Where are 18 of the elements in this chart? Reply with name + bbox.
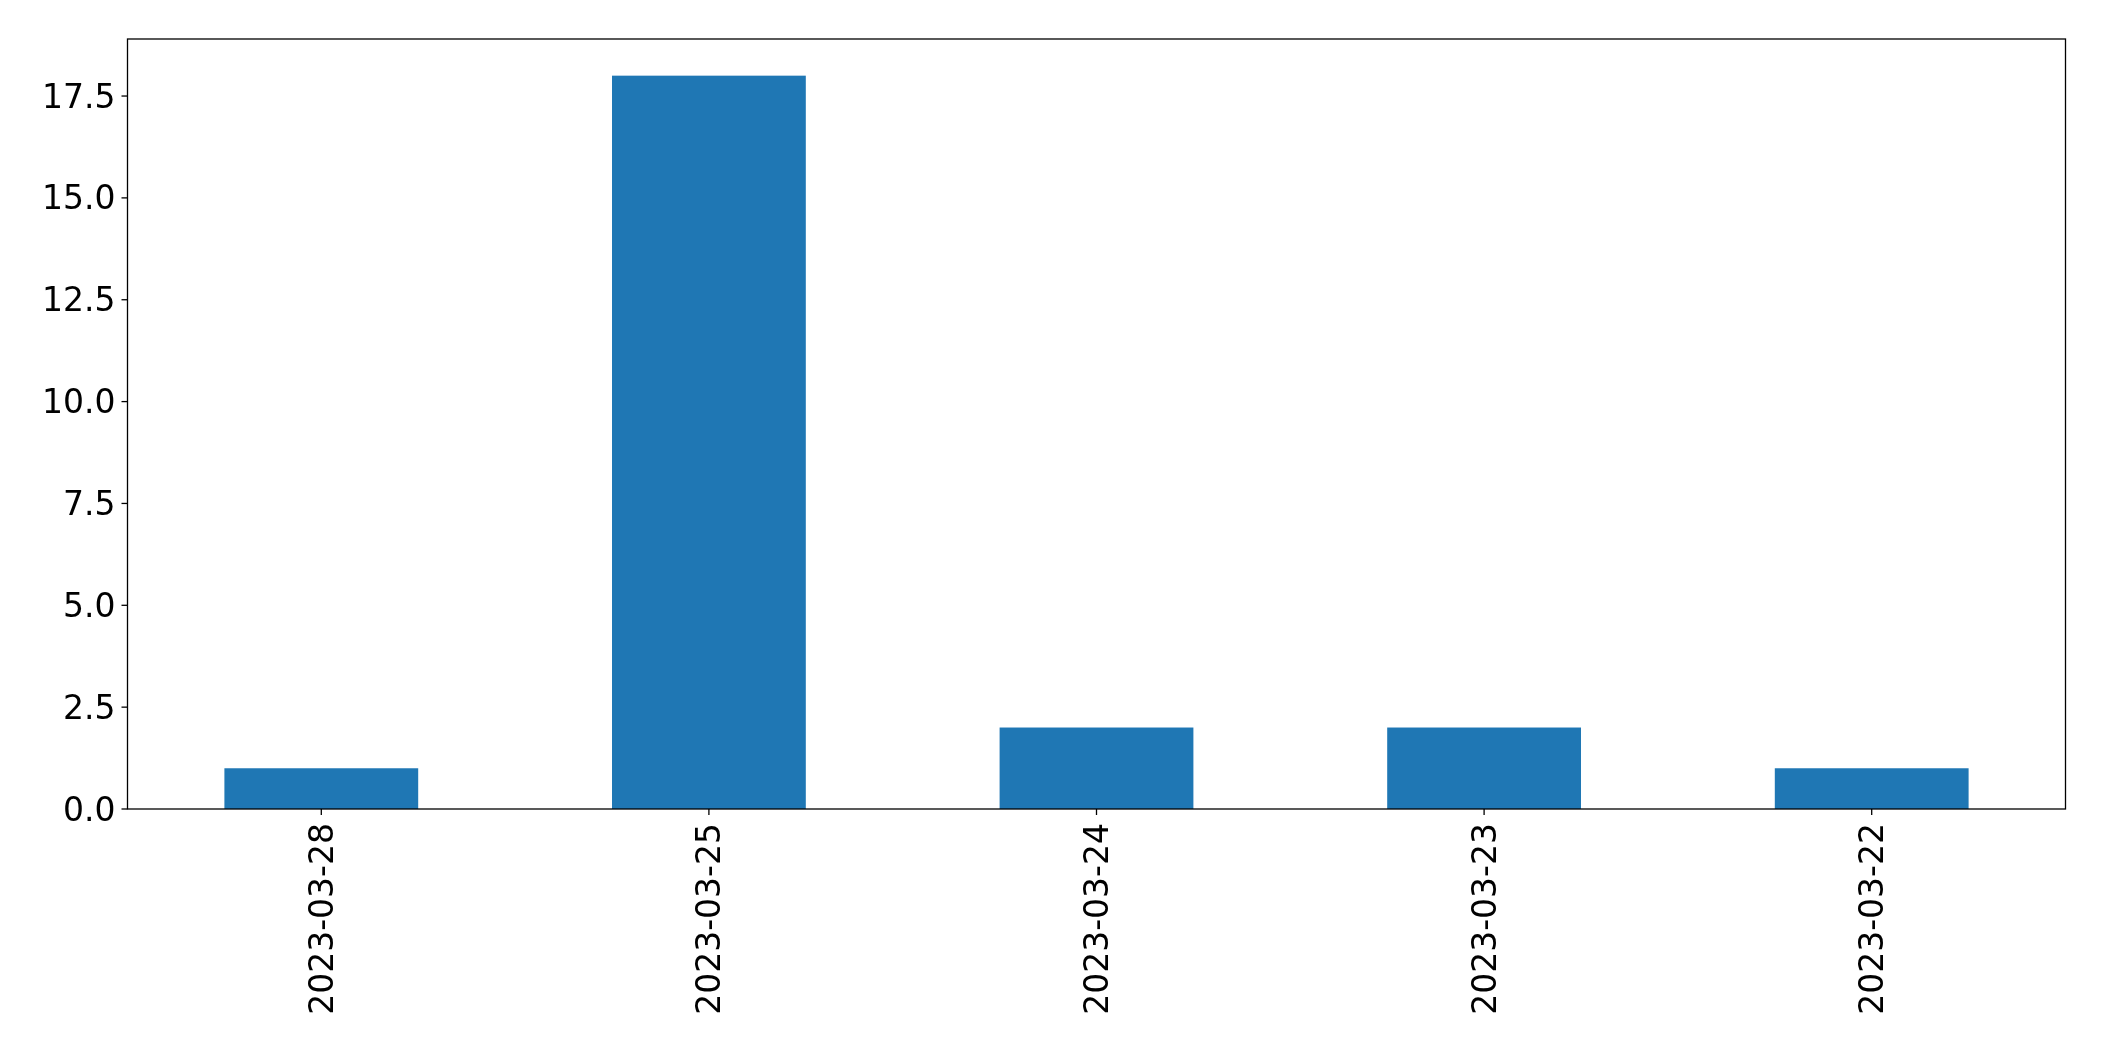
x-tick-label: 2023-03-22: [1852, 823, 1892, 1015]
bar: [612, 75, 806, 809]
y-tick-label: 5.0: [63, 585, 116, 625]
y-tick-label: 2.5: [63, 687, 116, 727]
bar: [999, 727, 1194, 809]
bar: [1387, 727, 1581, 809]
x-tick-label: 2023-03-25: [689, 823, 729, 1015]
x-tick-label: 2023-03-24: [1077, 823, 1116, 1015]
bar: [1774, 768, 1969, 809]
bar: [224, 768, 419, 809]
y-tick-label: 10.0: [42, 382, 116, 422]
y-tick-label: 15.0: [42, 178, 116, 218]
y-tick-label: 0.0: [63, 789, 116, 829]
y-tick-label: 12.5: [42, 280, 116, 320]
y-tick-label: 17.5: [42, 76, 116, 116]
x-tick-label: 2023-03-28: [301, 823, 341, 1015]
x-tick-label: 2023-03-23: [1464, 823, 1504, 1015]
y-tick-label: 7.5: [63, 483, 116, 523]
